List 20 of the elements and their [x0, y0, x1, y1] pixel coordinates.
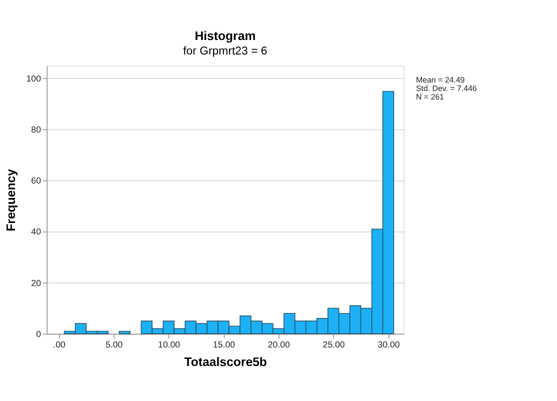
y-tick-label: 40 — [31, 226, 42, 237]
y-tick-label: 20 — [31, 278, 42, 288]
x-tick-label: 15.00 — [212, 339, 236, 350]
text: Std. Dev. = 7.446 — [416, 84, 478, 93]
text: Mean = 24.49 — [416, 76, 466, 85]
chart-title: Histogram — [194, 29, 256, 44]
x-tick-label: 25.00 — [322, 339, 345, 350]
y-tick-label: 0 — [36, 328, 42, 339]
y-axis-title: Frequency — [4, 168, 18, 232]
y-tick-label: 80 — [31, 124, 42, 135]
x-tick-label: 20.00 — [268, 339, 290, 350]
x-tick-label: .00 — [53, 339, 66, 350]
x-axis-title: Totaalscore5b — [184, 354, 268, 369]
x-tick-label: 30.00 — [378, 339, 400, 350]
y-tick-label: 100 — [26, 74, 42, 84]
x-tick-label: 5.00 — [106, 339, 123, 350]
x-tick-label: 10.00 — [158, 339, 180, 350]
text: N = 261 — [416, 92, 445, 102]
y-tick-label: 60 — [31, 176, 42, 186]
chart-subtitle: for Grpmrt23 = 6 — [183, 45, 268, 58]
